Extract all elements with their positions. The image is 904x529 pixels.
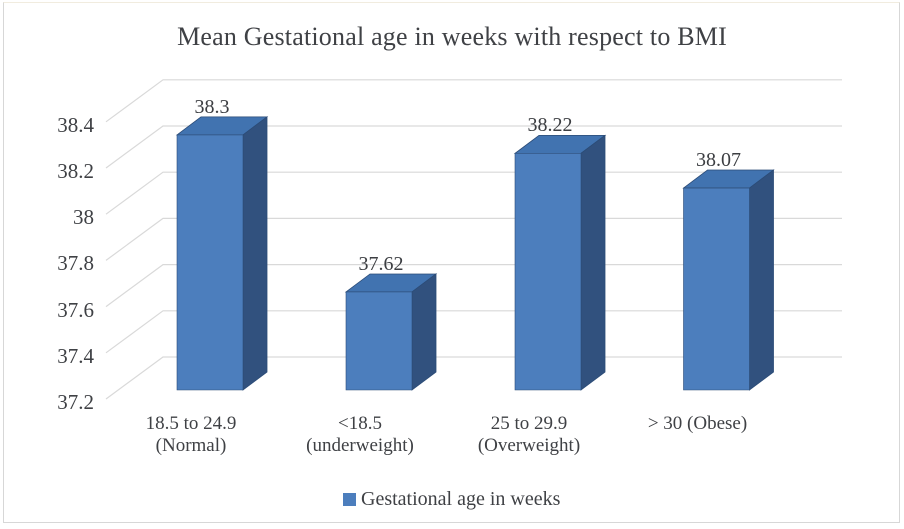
gridline bbox=[105, 264, 842, 308]
bar-front-face bbox=[683, 187, 750, 391]
bar-side-face bbox=[411, 273, 437, 391]
bar-front-face bbox=[176, 134, 244, 391]
gridline bbox=[105, 125, 842, 169]
x-axis-category-label: 18.5 to 24.9 (Normal) bbox=[106, 413, 276, 457]
bar-front-face bbox=[345, 291, 413, 391]
y-axis-tick-label: 37.6 bbox=[57, 297, 94, 322]
gridline bbox=[105, 171, 842, 215]
x-axis-category-label: > 30 (Obese) bbox=[613, 413, 783, 435]
y-axis-tick-label: 38.4 bbox=[57, 112, 94, 137]
bar-value-label: 37.62 bbox=[358, 252, 404, 275]
bar-value-label: 38.3 bbox=[194, 95, 230, 118]
gridline bbox=[105, 217, 842, 261]
bar-side-face bbox=[242, 116, 268, 391]
y-axis-tick-label: 37.4 bbox=[57, 343, 94, 368]
x-axis-category-line: (Normal) bbox=[155, 435, 227, 456]
x-axis-category-label: 25 to 29.9 (Overweight) bbox=[444, 413, 614, 457]
x-axis-category-label: <18.5 (underweight) bbox=[275, 413, 445, 457]
bar-front-face bbox=[514, 153, 582, 391]
y-axis-tick-label: 37.2 bbox=[57, 390, 94, 414]
y-axis-tick-label: 38.2 bbox=[57, 159, 94, 183]
x-axis-category-line: 25 to 29.9 bbox=[490, 413, 568, 434]
legend-label: Gestational age in weeks bbox=[361, 488, 561, 510]
legend: Gestational age in weeks bbox=[343, 488, 560, 511]
x-axis-category-line: 18.5 to 24.9 bbox=[145, 413, 237, 434]
bar-value-label: 38.07 bbox=[696, 149, 741, 172]
x-axis-category-line: (Overweight) bbox=[477, 435, 581, 456]
y-axis-tick-label: 38 bbox=[73, 205, 94, 230]
gridline bbox=[105, 356, 842, 400]
gridline bbox=[105, 310, 842, 354]
y-axis-tick-label: 37.8 bbox=[57, 251, 94, 276]
x-axis-category-line: <18.5 bbox=[338, 413, 382, 434]
x-axis-category-line: (underweight) bbox=[306, 435, 414, 456]
gridline bbox=[105, 79, 842, 123]
chart-title: Mean Gestational age in weeks with respe… bbox=[177, 22, 727, 51]
bar-side-face bbox=[580, 134, 606, 391]
bar-side-face bbox=[749, 169, 774, 391]
x-axis-category-line: > 30 (Obese) bbox=[647, 413, 748, 434]
bar-value-label: 38.22 bbox=[527, 114, 573, 137]
legend-swatch-icon bbox=[343, 493, 356, 506]
